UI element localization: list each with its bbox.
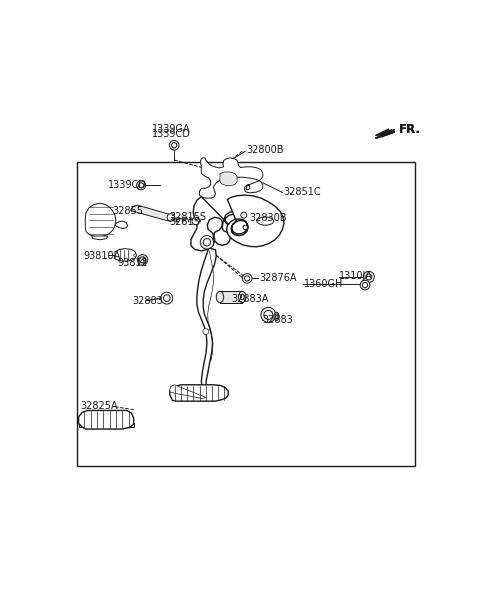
Circle shape: [192, 217, 200, 225]
Text: FR.: FR.: [398, 123, 420, 136]
Text: FR.: FR.: [398, 123, 420, 136]
Circle shape: [360, 280, 370, 290]
Text: 93812: 93812: [118, 258, 148, 268]
Circle shape: [163, 295, 170, 302]
Circle shape: [241, 212, 247, 218]
Polygon shape: [92, 236, 108, 240]
Text: 93810A: 93810A: [83, 251, 120, 261]
Circle shape: [137, 181, 145, 190]
Circle shape: [140, 257, 145, 263]
Circle shape: [264, 311, 273, 320]
Polygon shape: [77, 162, 415, 466]
Circle shape: [161, 292, 173, 304]
Polygon shape: [79, 410, 133, 429]
Text: 32855: 32855: [112, 206, 143, 216]
Circle shape: [244, 276, 250, 281]
Circle shape: [203, 328, 209, 334]
Text: 32883A: 32883A: [231, 294, 268, 304]
Circle shape: [139, 183, 144, 188]
Circle shape: [261, 308, 276, 323]
Text: 32815: 32815: [170, 217, 201, 227]
Polygon shape: [375, 129, 395, 137]
Text: 1339CD: 1339CD: [108, 181, 147, 191]
Polygon shape: [200, 158, 263, 198]
Polygon shape: [131, 205, 173, 221]
Text: 32883: 32883: [132, 296, 163, 306]
Polygon shape: [139, 263, 146, 265]
Text: 32800B: 32800B: [246, 145, 284, 155]
Ellipse shape: [239, 292, 246, 302]
Circle shape: [172, 143, 177, 148]
Text: 32851C: 32851C: [283, 187, 321, 197]
Circle shape: [362, 283, 368, 287]
Ellipse shape: [257, 217, 274, 225]
Text: 32815S: 32815S: [170, 212, 207, 222]
Ellipse shape: [240, 294, 244, 300]
Polygon shape: [197, 248, 216, 397]
Ellipse shape: [274, 312, 279, 320]
Polygon shape: [170, 385, 206, 399]
Ellipse shape: [275, 314, 278, 319]
Polygon shape: [170, 385, 228, 401]
Polygon shape: [191, 197, 240, 251]
Circle shape: [242, 274, 252, 283]
Circle shape: [200, 236, 214, 249]
Text: 32883: 32883: [263, 315, 293, 325]
Text: 32830B: 32830B: [250, 213, 287, 223]
Circle shape: [243, 225, 248, 230]
Text: 1339CD: 1339CD: [152, 129, 191, 139]
Circle shape: [137, 255, 148, 265]
Circle shape: [169, 140, 179, 150]
Polygon shape: [375, 129, 395, 138]
Polygon shape: [115, 221, 128, 229]
Text: 1310JA: 1310JA: [339, 271, 373, 281]
Ellipse shape: [216, 292, 224, 302]
Text: 1339GA: 1339GA: [152, 124, 191, 134]
Circle shape: [366, 274, 372, 280]
Text: 1360GH: 1360GH: [304, 279, 343, 289]
Polygon shape: [220, 292, 242, 302]
Circle shape: [363, 271, 374, 283]
Polygon shape: [227, 195, 284, 247]
Polygon shape: [220, 172, 237, 185]
Polygon shape: [79, 424, 133, 427]
Text: 32876A: 32876A: [259, 273, 297, 283]
Polygon shape: [115, 249, 136, 261]
Text: 32825A: 32825A: [81, 401, 118, 411]
Circle shape: [167, 214, 175, 221]
Circle shape: [203, 239, 211, 246]
Polygon shape: [133, 254, 136, 257]
Polygon shape: [85, 203, 116, 237]
